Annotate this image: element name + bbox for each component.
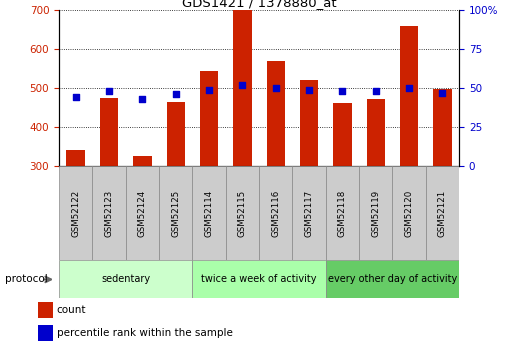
Text: GSM52118: GSM52118 — [338, 189, 347, 237]
Point — [105, 88, 113, 94]
Bar — [233, 10, 251, 166]
Bar — [167, 101, 185, 166]
Point — [438, 90, 446, 95]
Bar — [133, 156, 151, 166]
Text: protocol: protocol — [5, 275, 48, 284]
Point — [305, 87, 313, 92]
Text: GSM52116: GSM52116 — [271, 189, 280, 237]
Bar — [59, 260, 192, 298]
Bar — [292, 166, 326, 260]
Point — [338, 88, 346, 94]
Bar — [259, 166, 292, 260]
Bar — [67, 150, 85, 166]
Text: percentile rank within the sample: percentile rank within the sample — [57, 328, 232, 338]
Bar — [426, 166, 459, 260]
Bar — [126, 166, 159, 260]
Point — [405, 85, 413, 91]
Bar — [300, 80, 318, 166]
Point — [205, 87, 213, 92]
Text: GSM52114: GSM52114 — [205, 189, 213, 237]
Text: GSM52115: GSM52115 — [238, 189, 247, 237]
Bar — [267, 61, 285, 166]
Point — [371, 88, 380, 94]
Bar — [100, 98, 118, 166]
Point — [138, 96, 146, 101]
Point — [171, 91, 180, 97]
Bar — [59, 166, 92, 260]
Bar — [326, 260, 459, 298]
Point — [238, 82, 246, 88]
Bar — [400, 26, 418, 166]
Bar — [392, 166, 426, 260]
Bar — [226, 166, 259, 260]
Bar — [159, 166, 192, 260]
Bar — [192, 166, 226, 260]
Text: GSM52117: GSM52117 — [305, 189, 313, 237]
Bar — [192, 260, 326, 298]
Bar — [200, 70, 218, 166]
Title: GDS1421 / 1378880_at: GDS1421 / 1378880_at — [182, 0, 337, 9]
Bar — [37, 325, 52, 341]
Text: every other day of activity: every other day of activity — [328, 275, 457, 284]
Bar — [433, 89, 451, 166]
Text: GSM52122: GSM52122 — [71, 189, 80, 237]
Text: GSM52123: GSM52123 — [105, 189, 113, 237]
Text: GSM52124: GSM52124 — [138, 189, 147, 237]
Text: GSM52119: GSM52119 — [371, 189, 380, 237]
Text: GSM52121: GSM52121 — [438, 189, 447, 237]
Text: count: count — [57, 305, 86, 315]
Bar — [37, 302, 52, 318]
Text: twice a week of activity: twice a week of activity — [201, 275, 317, 284]
Text: GSM52125: GSM52125 — [171, 189, 180, 237]
Point — [71, 95, 80, 100]
Bar — [326, 166, 359, 260]
Bar — [367, 99, 385, 166]
Bar — [359, 166, 392, 260]
Point — [271, 85, 280, 91]
Bar — [92, 166, 126, 260]
Bar — [333, 103, 351, 166]
Text: sedentary: sedentary — [101, 275, 150, 284]
Text: GSM52120: GSM52120 — [405, 189, 413, 237]
